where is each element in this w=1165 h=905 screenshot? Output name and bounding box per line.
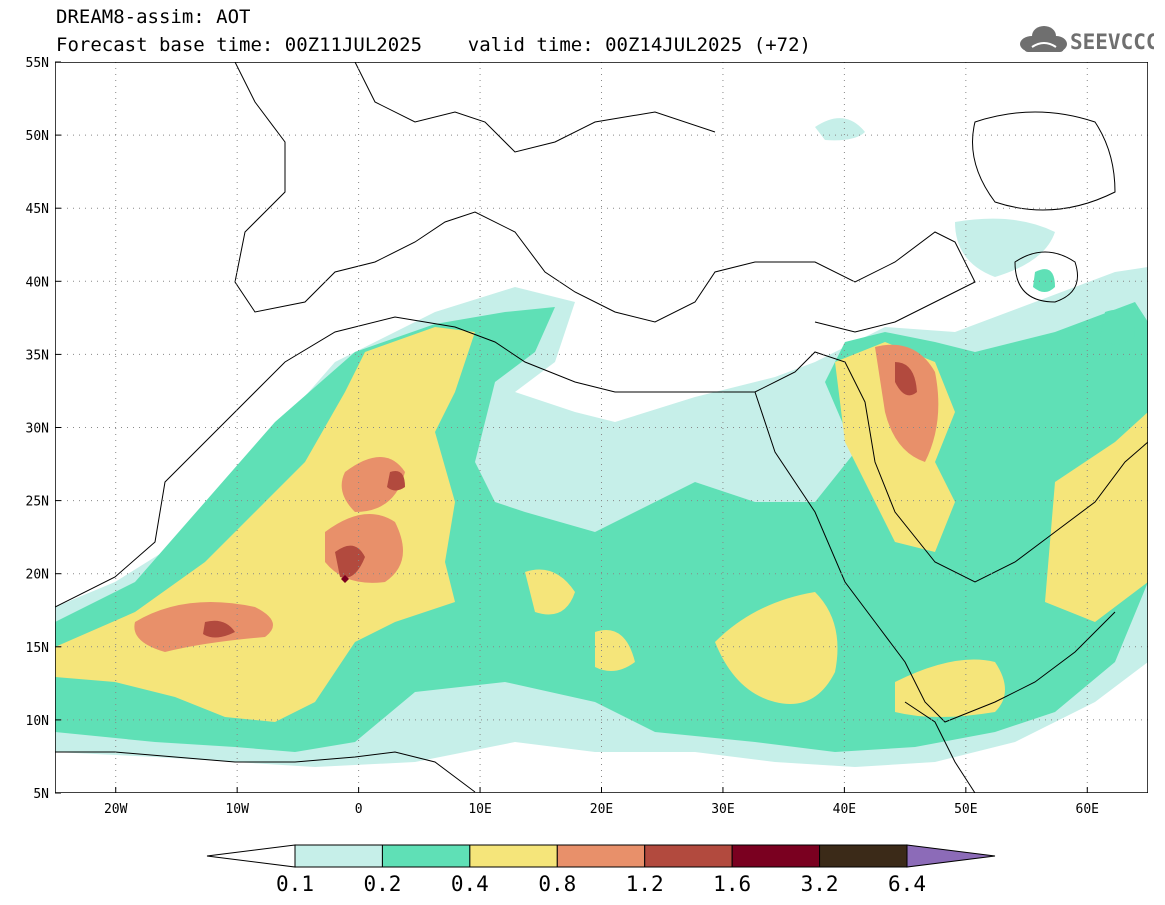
lon-label: 50E	[954, 802, 977, 817]
lat-label: 10N	[26, 714, 49, 729]
colorbar-label: 0.4	[451, 872, 489, 896]
lat-label: 30N	[26, 422, 49, 437]
lon-label: 10W	[225, 802, 249, 817]
lon-label: 0	[355, 802, 363, 817]
colorbar-label: 3.2	[801, 872, 839, 896]
colorbar-box	[469, 844, 558, 868]
colorbar-box	[819, 844, 908, 868]
colorbar-label: 1.6	[713, 872, 751, 896]
aot-map	[55, 62, 1148, 793]
lon-label: 40E	[833, 802, 856, 817]
coastlines	[55, 62, 1148, 793]
colorbar-label: 0.2	[363, 872, 401, 896]
map-title: DREAM8-assim: AOT	[56, 6, 251, 28]
colorbar-label: 0.8	[538, 872, 576, 896]
lat-label: 15N	[26, 641, 49, 656]
lat-label: 55N	[26, 56, 49, 71]
lat-label: 5N	[33, 787, 49, 802]
colorbar-max-arrow	[906, 844, 996, 868]
lat-label: 40N	[26, 275, 49, 290]
logo-text: SEEVCCC	[1070, 30, 1154, 54]
lon-label: 10E	[468, 802, 491, 817]
lon-label: 20W	[104, 802, 128, 817]
colorbar-box	[644, 844, 733, 868]
lat-label: 45N	[26, 202, 49, 217]
colorbar-min-arrow	[206, 844, 296, 868]
colorbar-boxes	[206, 844, 996, 868]
colorbar-label: 6.4	[888, 872, 926, 896]
lat-label: 25N	[26, 495, 49, 510]
lat-label: 50N	[26, 129, 49, 144]
aot-field	[55, 118, 1148, 767]
lat-label: 20N	[26, 568, 49, 583]
colorbar-box	[556, 844, 646, 868]
colorbar: 0.1 0.2 0.4 0.8 1.2 1.6 3.2 6.4	[206, 844, 996, 896]
gridlines	[55, 62, 1148, 793]
lat-label: 35N	[26, 348, 49, 363]
colorbar-box	[731, 844, 821, 868]
forecast-times: Forecast base time: 00Z11JUL2025 valid t…	[56, 34, 811, 56]
colorbar-box	[294, 844, 383, 868]
colorbar-labels: 0.1 0.2 0.4 0.8 1.2 1.6 3.2 6.4	[276, 872, 926, 896]
seevccc-logo: SEEVCCC	[1020, 26, 1154, 54]
lon-label: 60E	[1076, 802, 1099, 817]
lon-label: 30E	[711, 802, 734, 817]
lon-label: 20E	[590, 802, 613, 817]
colorbar-label: 0.1	[276, 872, 314, 896]
colorbar-box	[381, 844, 471, 868]
colorbar-label: 1.2	[626, 872, 664, 896]
cloud-icon	[1020, 26, 1067, 52]
